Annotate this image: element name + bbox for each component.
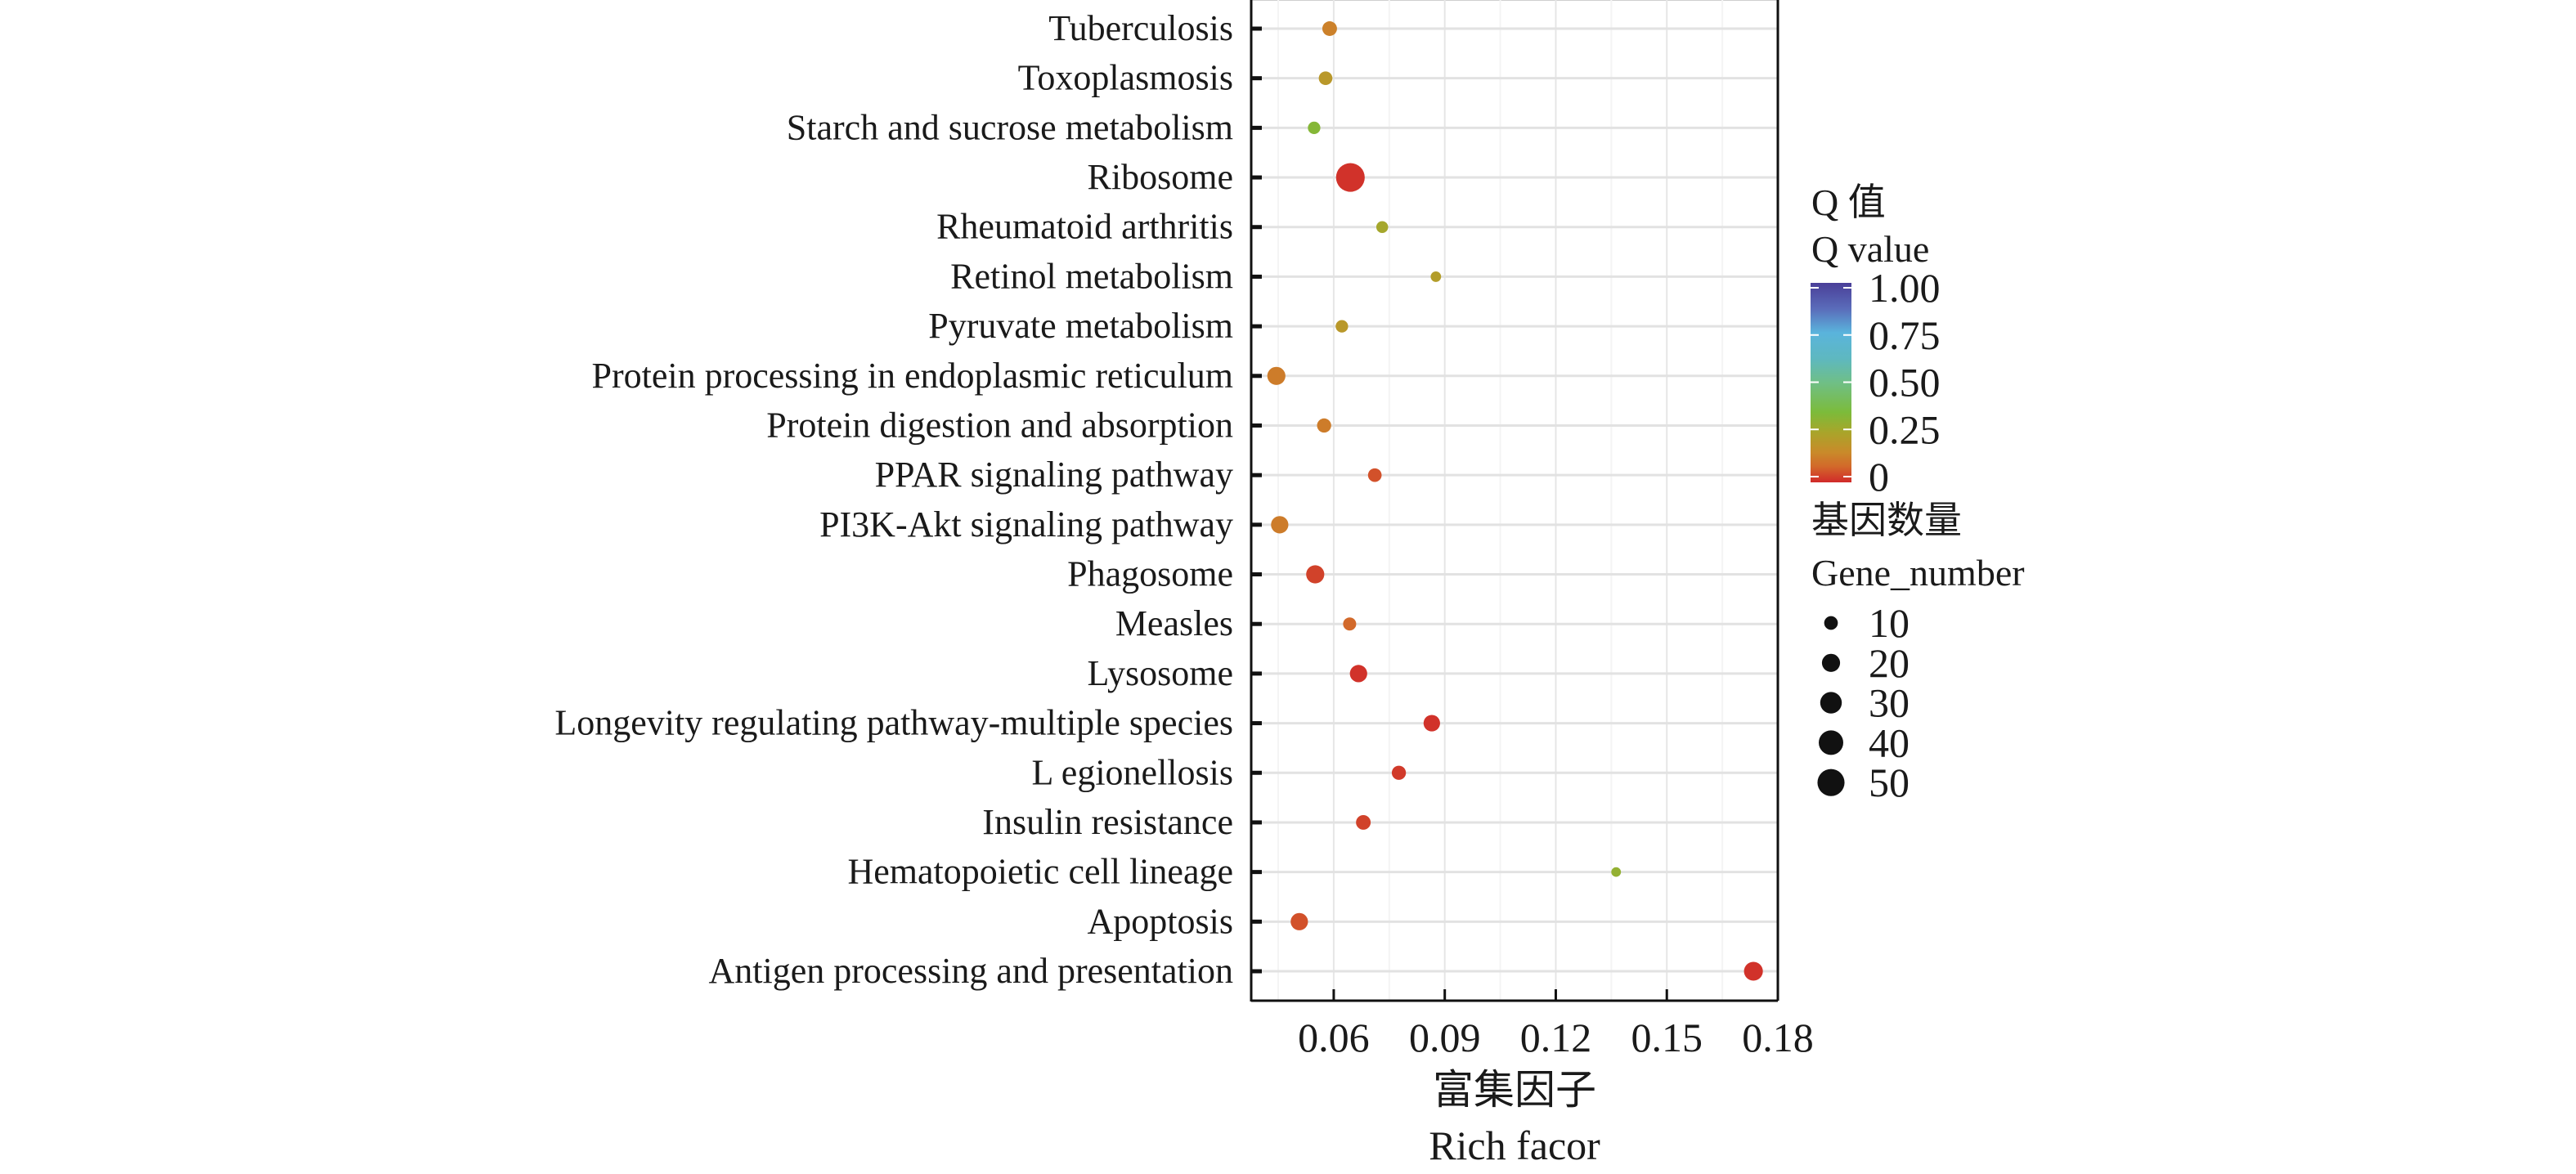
q-value-legend-title-cn: Q 值 bbox=[1811, 181, 1886, 223]
data-point bbox=[1349, 665, 1367, 683]
y-axis-label: Measles bbox=[1115, 603, 1233, 643]
size-key-dot bbox=[1817, 768, 1845, 796]
x-tick-label: 0.12 bbox=[1520, 1015, 1592, 1060]
size-key-label: 40 bbox=[1869, 719, 1910, 765]
colorbar-ticks: 1.000.750.500.250 bbox=[1811, 265, 1941, 500]
size-key-dot bbox=[1819, 730, 1843, 755]
data-point bbox=[1322, 21, 1337, 36]
size-key-label: 20 bbox=[1869, 640, 1910, 686]
colorbar-tick-label: 0.50 bbox=[1869, 360, 1941, 406]
y-axis-label: Protein processing in endoplasmic reticu… bbox=[591, 356, 1233, 396]
size-key-dot bbox=[1824, 616, 1838, 630]
y-axis-label: Longevity regulating pathway-multiple sp… bbox=[554, 703, 1233, 743]
gene-number-legend-title-en: Gene_number bbox=[1811, 552, 2025, 594]
plot-panel bbox=[1250, 0, 1779, 1001]
size-key-label: 30 bbox=[1869, 680, 1910, 726]
y-axis-label: Tuberculosis bbox=[1048, 8, 1233, 48]
y-axis-label: Apoptosis bbox=[1088, 901, 1233, 941]
data-point bbox=[1290, 912, 1308, 930]
data-point bbox=[1744, 961, 1763, 981]
x-tick-label: 0.15 bbox=[1631, 1015, 1703, 1060]
y-axis-label: Ribosome bbox=[1088, 157, 1233, 197]
x-axis-tick-labels: 0.06 0.09 0.12 0.15 0.18 bbox=[1298, 1015, 1814, 1060]
x-tick-label: 0.06 bbox=[1298, 1015, 1370, 1060]
colorbar-tick-label: 1.00 bbox=[1869, 265, 1941, 311]
size-key-dot bbox=[1821, 653, 1841, 672]
data-point bbox=[1271, 516, 1289, 534]
gridlines bbox=[1251, 0, 1779, 1001]
y-axis-label: Starch and sucrose metabolism bbox=[787, 107, 1233, 147]
size-key-label: 50 bbox=[1869, 760, 1910, 805]
colorbar-tick-label: 0.25 bbox=[1869, 406, 1941, 452]
colorbar-tick-label: 0 bbox=[1869, 454, 1889, 500]
data-point bbox=[1343, 617, 1357, 631]
data-point bbox=[1317, 418, 1331, 433]
y-axis-labels: Tuberculosis Toxoplasmosis Starch and sucr… bbox=[554, 8, 1233, 991]
y-axis-label: Hematopoietic cell lineage bbox=[847, 852, 1233, 892]
y-axis-label: Insulin resistance bbox=[982, 802, 1233, 842]
q-value-legend-title-en: Q value bbox=[1811, 228, 1929, 270]
data-point bbox=[1306, 565, 1325, 584]
data-point bbox=[1611, 867, 1622, 877]
x-tick-label: 0.18 bbox=[1742, 1015, 1814, 1060]
axes bbox=[1250, 0, 1779, 1002]
y-axis-label: Pyruvate metabolism bbox=[928, 306, 1233, 346]
data-point bbox=[1318, 71, 1333, 86]
data-point bbox=[1308, 121, 1321, 135]
data-point bbox=[1430, 271, 1442, 282]
gene-number-legend-title-cn: 基因数量 bbox=[1811, 500, 1962, 541]
plot-area bbox=[1250, 0, 1779, 1001]
data-point bbox=[1335, 163, 1365, 192]
y-axis-label: Antigen processing and presentation bbox=[708, 951, 1233, 991]
colorbar-tick-label: 0.75 bbox=[1869, 312, 1941, 358]
data-point bbox=[1356, 814, 1371, 830]
data-point bbox=[1376, 221, 1389, 233]
y-axis-label: PI3K-Akt signaling pathway bbox=[819, 504, 1233, 544]
data-point bbox=[1335, 320, 1349, 333]
y-axis-label: Lysosome bbox=[1088, 653, 1233, 693]
data-point bbox=[1367, 468, 1382, 482]
data-points bbox=[1267, 21, 1763, 981]
size-key-dot bbox=[1820, 692, 1842, 714]
data-point bbox=[1391, 765, 1407, 780]
data-point bbox=[1423, 715, 1440, 732]
y-axis-label: Toxoplasmosis bbox=[1018, 58, 1233, 98]
y-axis-label: L egionellosis bbox=[1032, 752, 1233, 792]
y-axis-label: Phagosome bbox=[1067, 554, 1233, 594]
q-value-legend: Q 值 Q value 1.000.750.500.250 bbox=[1811, 181, 1941, 500]
size-key-label: 10 bbox=[1869, 600, 1910, 646]
x-axis-title-en: Rich facor bbox=[1429, 1122, 1600, 1168]
x-tick-label: 0.09 bbox=[1409, 1015, 1481, 1060]
data-point bbox=[1267, 366, 1286, 385]
x-axis-title-cn: 富集因子 bbox=[1433, 1067, 1596, 1113]
y-axis-label: PPAR signaling pathway bbox=[875, 455, 1233, 495]
y-axis-label: Rheumatoid arthritis bbox=[936, 207, 1233, 247]
y-axis-label: Retinol metabolism bbox=[950, 256, 1233, 296]
y-axis-label: Protein digestion and absorption bbox=[766, 405, 1233, 445]
